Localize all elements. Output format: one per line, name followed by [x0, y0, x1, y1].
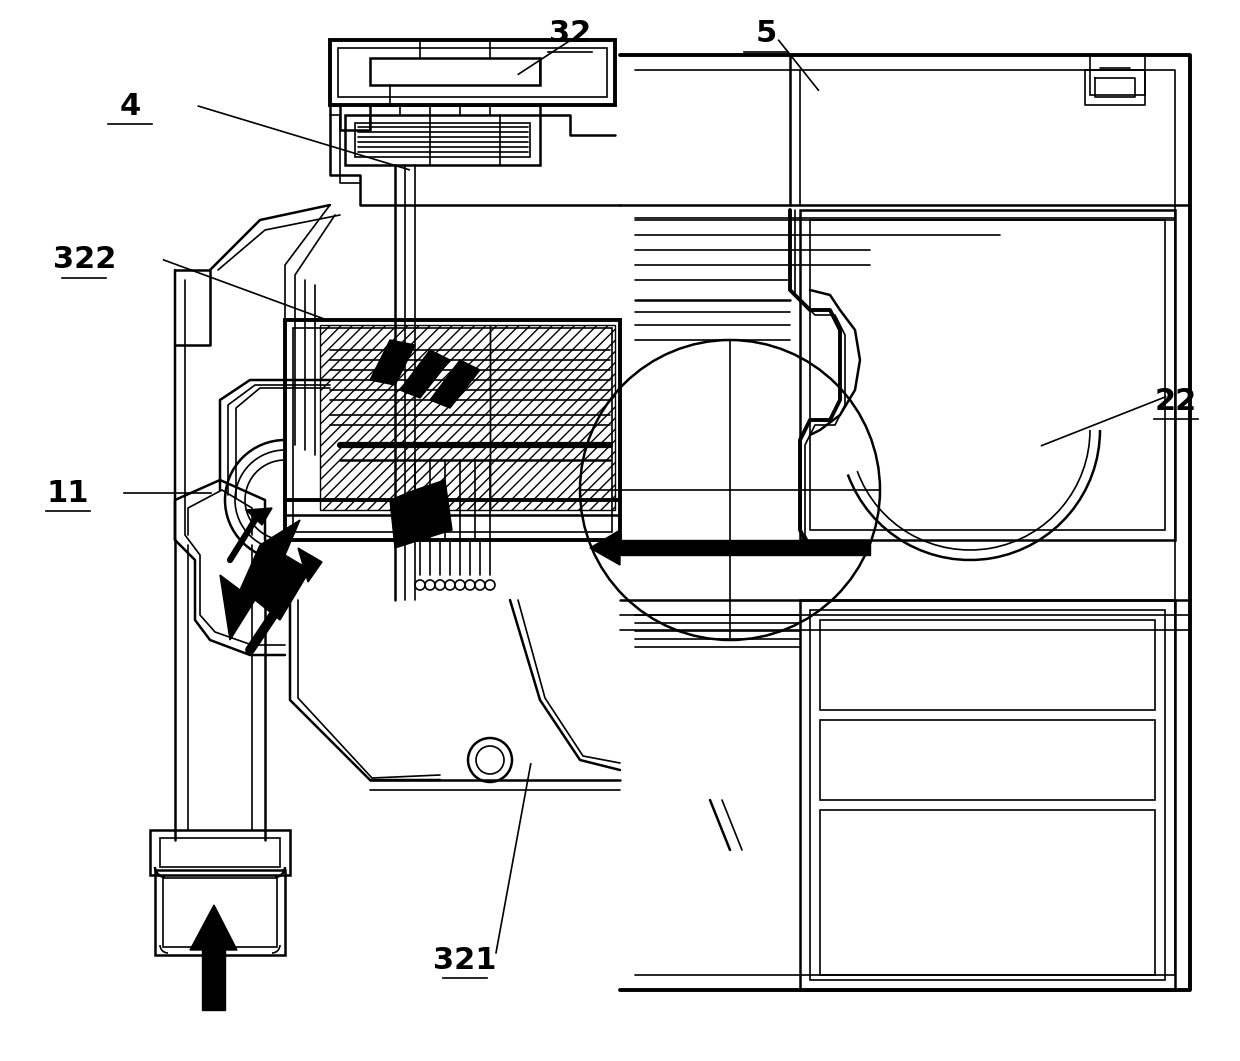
Polygon shape [391, 490, 420, 547]
Bar [820, 720, 1154, 800]
Polygon shape [246, 508, 272, 525]
Text: 5: 5 [755, 19, 777, 49]
Bar [293, 328, 613, 532]
Bar [160, 838, 280, 867]
Bar [285, 320, 620, 540]
Polygon shape [202, 950, 224, 1010]
Text: 322: 322 [52, 245, 117, 275]
Bar [810, 610, 1166, 980]
Polygon shape [430, 360, 480, 408]
Text: 11: 11 [47, 479, 89, 508]
Bar [1090, 55, 1145, 95]
Bar [330, 40, 615, 105]
Text: 32: 32 [549, 19, 591, 49]
Bar [820, 810, 1154, 975]
Polygon shape [370, 340, 415, 385]
Bar [490, 325, 615, 510]
Polygon shape [415, 480, 453, 540]
Polygon shape [298, 547, 322, 582]
Bar [150, 830, 290, 875]
Bar [345, 115, 539, 166]
Bar [355, 123, 529, 157]
Bar [155, 870, 285, 955]
Bar [320, 325, 490, 510]
Bar [800, 601, 1176, 990]
Polygon shape [401, 350, 450, 398]
Bar [800, 210, 1176, 540]
Polygon shape [190, 905, 237, 950]
Bar [339, 48, 608, 97]
Polygon shape [620, 540, 870, 555]
Polygon shape [219, 520, 310, 640]
Bar [820, 620, 1154, 710]
Polygon shape [590, 530, 620, 566]
Text: 4: 4 [119, 91, 141, 121]
Text: 22: 22 [1154, 386, 1197, 416]
Bar [370, 58, 539, 85]
Text: 321: 321 [433, 945, 497, 975]
Bar [162, 879, 277, 947]
Bar [810, 220, 1166, 530]
